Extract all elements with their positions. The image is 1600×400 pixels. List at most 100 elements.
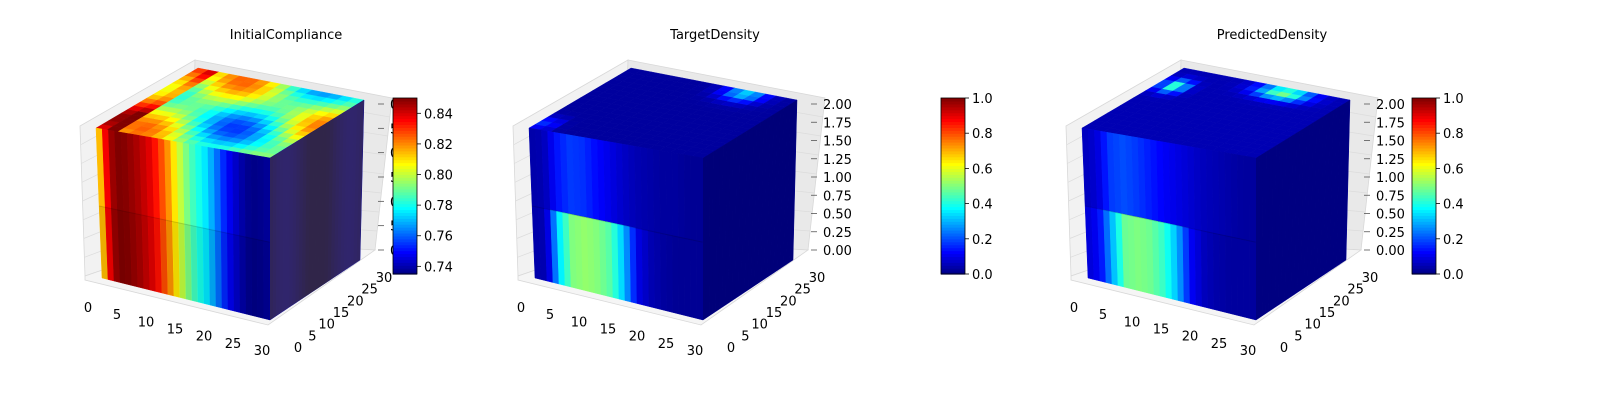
colorbar-band (393, 144, 417, 149)
colorbar-band (941, 259, 965, 263)
colorbar-band (1412, 150, 1436, 155)
colorbar-band (393, 180, 417, 184)
colorbar-band (393, 224, 417, 228)
colorbar-band (393, 106, 417, 111)
colorbar-frame (940, 97, 966, 275)
colorbar-band (1412, 124, 1436, 128)
front-face-lower-strip (1206, 231, 1215, 310)
colorbar-band (393, 250, 417, 255)
colorbar-band (941, 136, 965, 140)
colorbar-band (941, 253, 965, 257)
x-tick-label: 10 (1124, 315, 1141, 330)
colorbar-band (393, 262, 417, 266)
colorbar-band (1412, 244, 1436, 249)
x-tick-label: 15 (167, 323, 184, 338)
y-tick-label: 0 (1280, 341, 1288, 356)
colorbar-band (393, 197, 417, 202)
front-face-lower-strip (672, 235, 680, 315)
colorbar-band (941, 121, 965, 125)
colorbar-tick-label: 1.0 (1443, 92, 1464, 107)
colorbar-band (941, 262, 965, 266)
colorbar-band (941, 186, 965, 190)
front-face-shade (202, 228, 210, 305)
front-face-upper-strip (659, 150, 667, 235)
chart-title-2: TargetDensity (669, 28, 760, 43)
front-face-upper-strip (696, 156, 704, 243)
z-tick-label: 0.25 (823, 226, 852, 241)
x-tick-label: 30 (254, 344, 271, 359)
colorbar-band (393, 247, 417, 252)
colorbar-band (393, 183, 417, 187)
colorbar-band (393, 186, 417, 190)
y-tick-label: 30 (376, 271, 393, 286)
front-face-upper-strip (1249, 156, 1257, 243)
z-tick-label: 1.25 (823, 153, 852, 168)
colorbar-band (393, 271, 417, 275)
right-face-strip (356, 99, 365, 263)
colorbar-band (393, 150, 417, 155)
colorbar-band (1412, 98, 1436, 102)
front-face-shade (135, 213, 144, 289)
colorbar-band (941, 265, 965, 269)
colorbar-band (1412, 142, 1436, 146)
colorbar-band (941, 144, 965, 149)
colorbar-band (941, 232, 965, 237)
colorbar-band (1412, 253, 1436, 257)
colorbar-band (393, 232, 417, 237)
x-tick-label: 0 (84, 301, 92, 316)
colorbar-band (1412, 241, 1436, 246)
subplot-predicted-density: 0 5 10 15 20 25 30 0510152025300.000.250.500.75… (1065, 59, 1405, 359)
colorbar-tick-label: 0.4 (972, 198, 993, 213)
colorbar-band (1412, 133, 1436, 137)
colorbar-band (941, 115, 965, 120)
front-face-shade (154, 217, 162, 293)
x-tick-label: 15 (600, 323, 617, 338)
colorbar-band (1412, 100, 1436, 105)
right-face-shade (703, 100, 797, 320)
front-face-shade (245, 237, 252, 316)
y-tick-label: 20 (1333, 294, 1350, 309)
y-tick-label: 25 (794, 283, 811, 298)
colorbar-band (1412, 212, 1436, 216)
front-face-lower-strip (666, 234, 674, 313)
colorbar-tick-label: 0.0 (1443, 268, 1464, 283)
front-face-upper-strip (1243, 155, 1251, 242)
front-face-lower-strip (1219, 234, 1227, 313)
front-face-shade (166, 220, 174, 296)
colorbar-band (941, 244, 965, 249)
right-face-strip (789, 99, 798, 263)
colorbar-band (393, 253, 417, 257)
colorbar-band (941, 221, 965, 225)
front-face-midline (1085, 205, 1257, 243)
colorbar-band (1412, 171, 1436, 175)
front-face-shade (263, 240, 270, 320)
z-tick-label: 0.00 (1376, 244, 1405, 259)
front-face-upper-strip (653, 149, 661, 234)
colorbar-band (393, 241, 417, 246)
colorbar-band (393, 209, 417, 213)
colorbar-band (941, 153, 965, 158)
colorbar-band (1412, 197, 1436, 202)
colorbar-band (393, 218, 417, 222)
colorbar-band (1412, 112, 1436, 117)
colorbar-band (393, 124, 417, 128)
colorbar-tick-label: 1.0 (972, 92, 993, 107)
colorbar-band (941, 106, 965, 111)
y-tick-label: 25 (1347, 283, 1364, 298)
colorbar-band (1412, 127, 1436, 131)
z-tick-label: 0.25 (1376, 226, 1405, 241)
colorbar-tick-label: 0.8 (1443, 127, 1464, 142)
colorbar-band (393, 156, 417, 161)
colorbar-band (393, 265, 417, 269)
y-tick-label: 15 (766, 306, 783, 321)
z-tick-label: 1.25 (1376, 153, 1405, 168)
chart-title-3: PredictedDensity (1217, 28, 1328, 43)
x-tick-label: 30 (1240, 344, 1257, 359)
colorbar-band (393, 215, 417, 219)
colorbar-tick-label: 0.78 (424, 199, 453, 214)
colorbar-band (393, 136, 417, 140)
right-face-strip (1342, 99, 1351, 263)
colorbar-band (393, 142, 417, 146)
front-face-upper-strip (665, 151, 673, 237)
